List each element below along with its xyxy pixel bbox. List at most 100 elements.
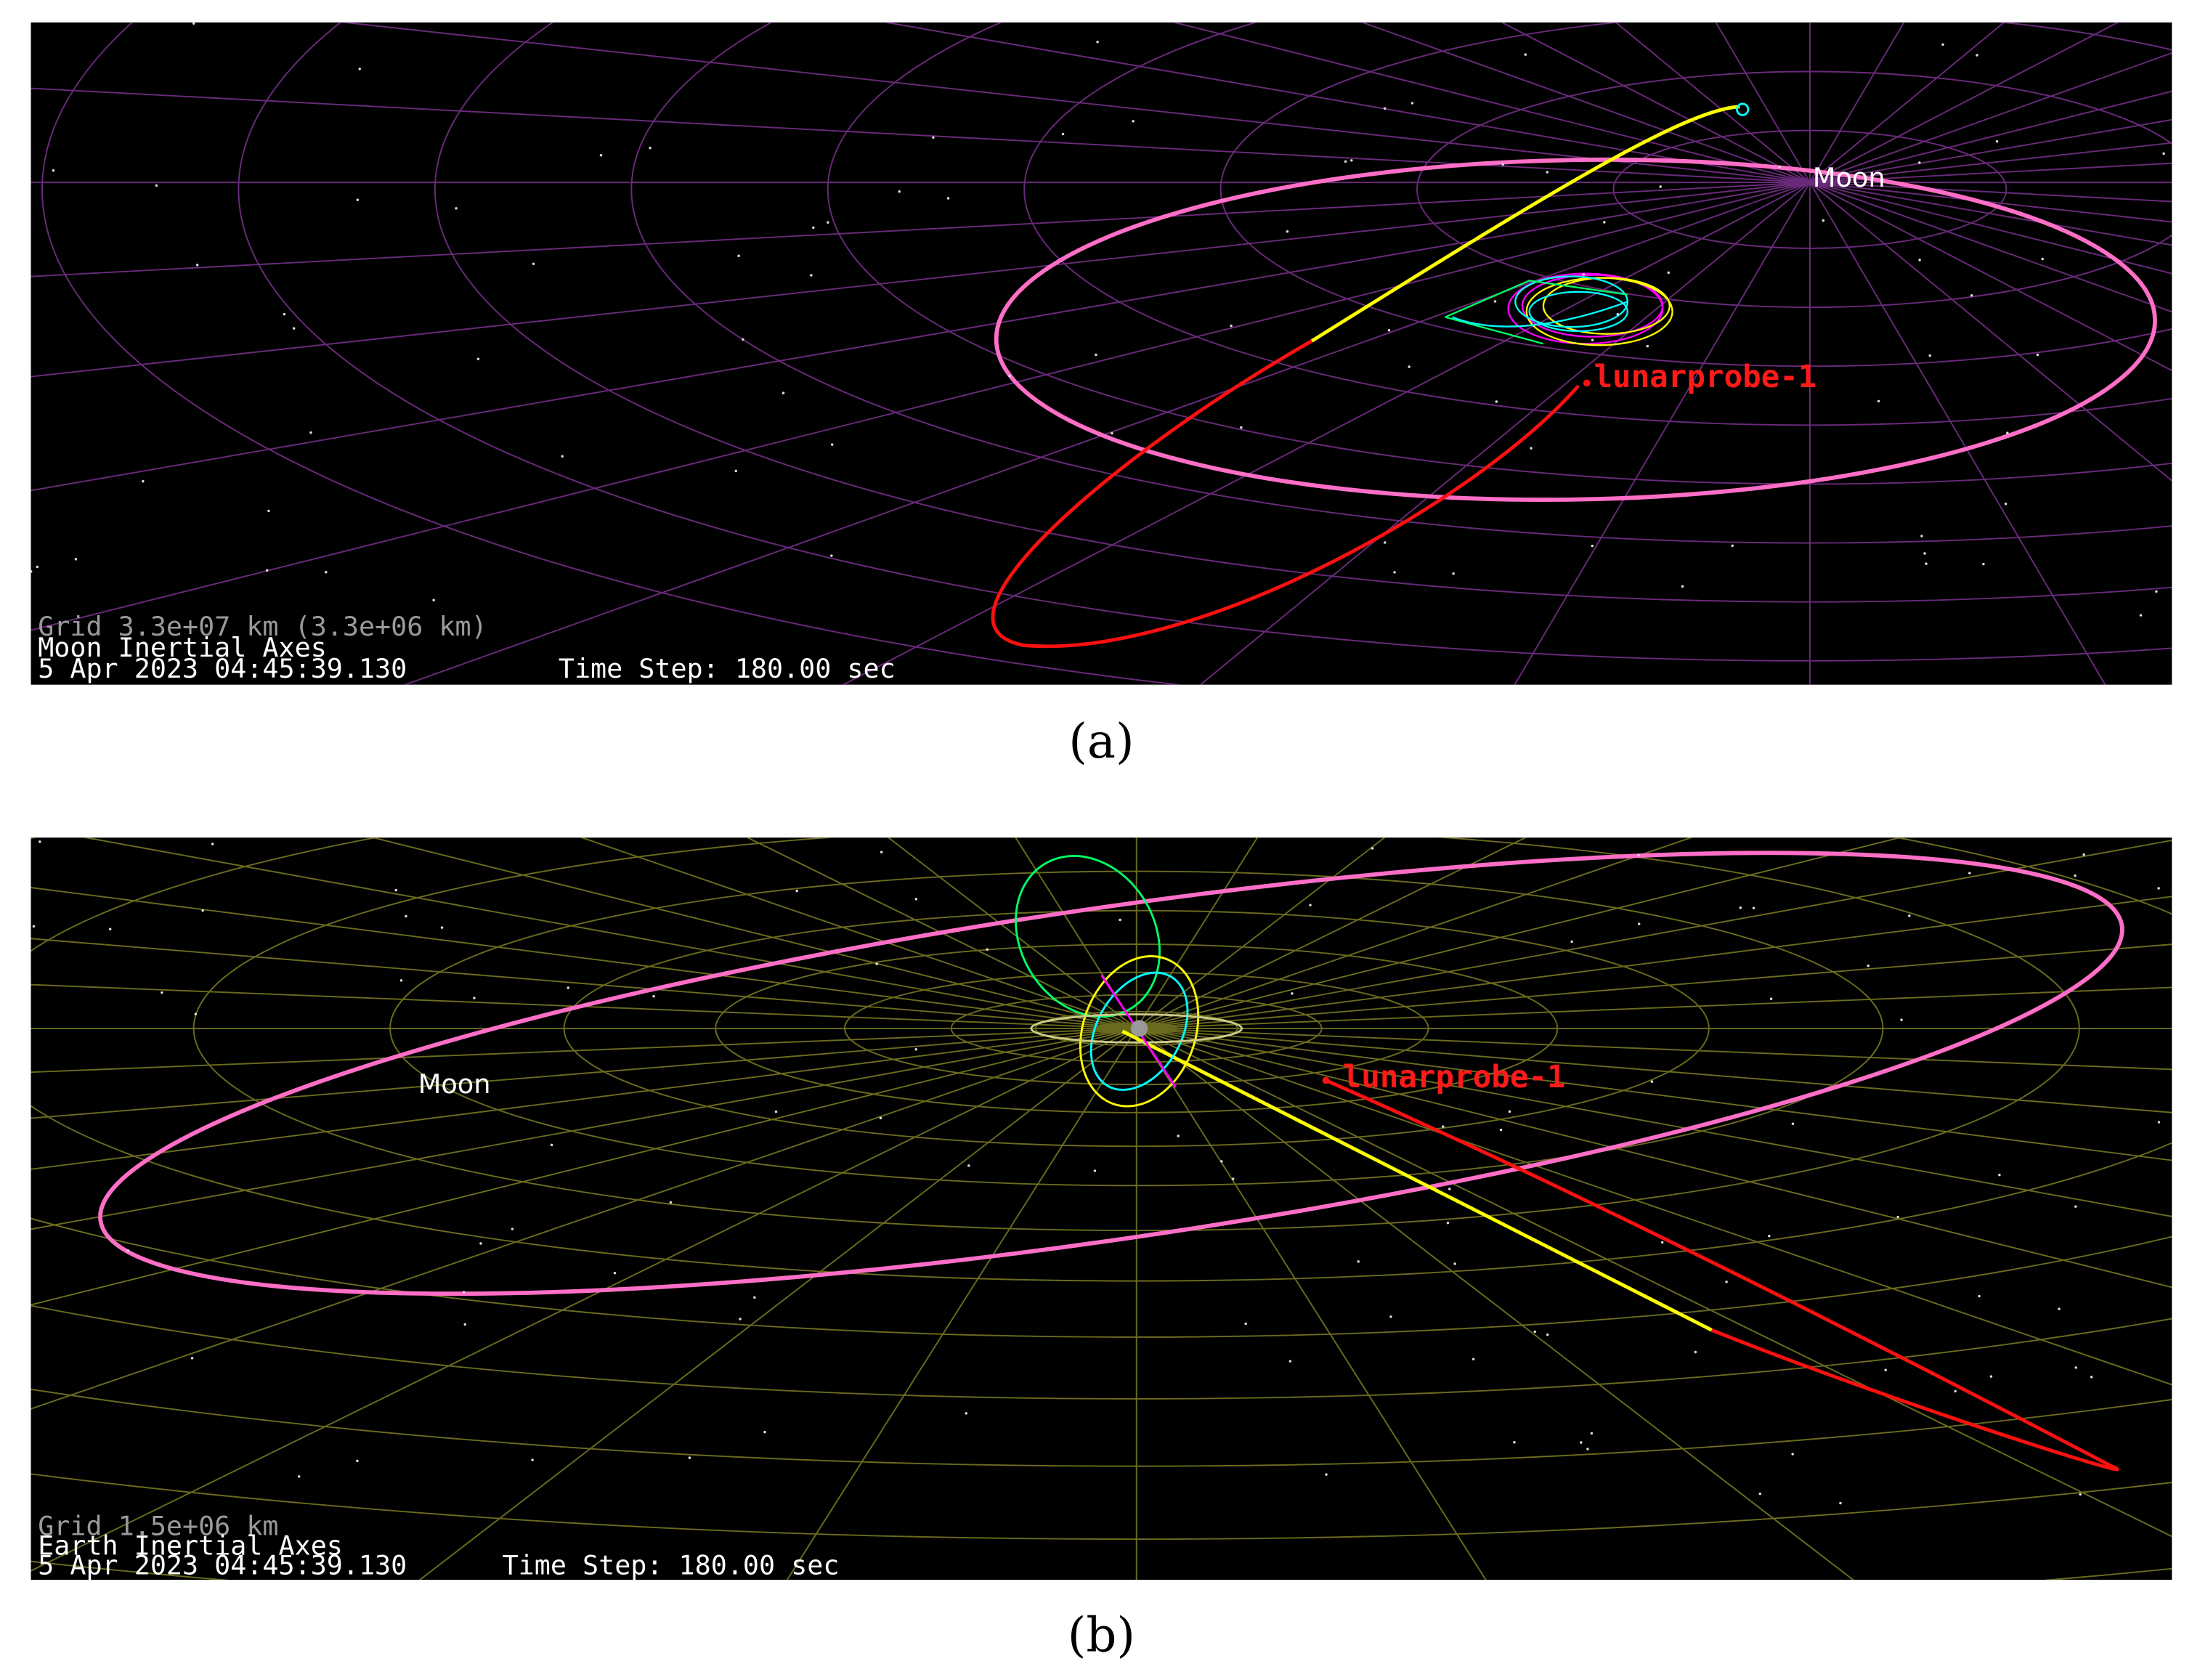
star <box>1533 1330 1537 1334</box>
star <box>1389 1315 1392 1318</box>
star <box>2082 853 2085 856</box>
star <box>32 925 36 928</box>
star <box>1008 374 1011 378</box>
grid-spoke <box>31 983 1137 1029</box>
star <box>753 1296 756 1299</box>
star <box>830 443 834 446</box>
star <box>1667 271 1670 275</box>
star <box>2079 1493 2082 1496</box>
star <box>283 312 286 316</box>
star <box>827 221 829 224</box>
star <box>734 469 738 473</box>
star <box>1499 1128 1503 1132</box>
star <box>142 479 145 483</box>
star <box>298 1475 301 1478</box>
star <box>649 147 652 150</box>
star <box>763 1430 766 1434</box>
star <box>965 1412 967 1415</box>
grid-spoke <box>1136 896 2172 1029</box>
grid-spoke <box>1136 837 1386 1029</box>
probe-label: lunarprobe-1 <box>1343 1060 1566 1095</box>
grid-spoke <box>1809 182 2172 313</box>
grid-spoke <box>1135 1028 1487 1580</box>
star <box>358 68 361 70</box>
star <box>1884 1368 1887 1372</box>
star <box>1586 1448 1589 1450</box>
star <box>192 22 195 25</box>
star <box>830 554 833 557</box>
star <box>1442 1125 1445 1128</box>
viewport-a <box>31 22 2172 685</box>
grid-spoke <box>370 837 1137 1029</box>
star <box>265 569 269 572</box>
star <box>1177 1135 1180 1137</box>
star <box>405 914 407 918</box>
star <box>932 136 935 139</box>
star <box>2058 1307 2061 1310</box>
star <box>195 264 199 267</box>
star <box>599 154 603 157</box>
star <box>1309 904 1312 906</box>
star <box>356 198 360 201</box>
moon-orbit <box>98 851 2124 1296</box>
star <box>462 1291 466 1294</box>
star <box>1982 562 1985 566</box>
star <box>1752 906 1755 909</box>
grid-spoke <box>1809 52 2172 184</box>
star <box>1970 294 1973 297</box>
star <box>2139 614 2143 617</box>
moon-orbit <box>994 157 2157 502</box>
grid-info: Grid 3.3e+07 km (3.3e+06 km) <box>38 611 487 642</box>
grid-spoke <box>841 182 1811 685</box>
star <box>1778 165 1781 169</box>
star <box>1739 906 1742 909</box>
time: 5 Apr 2023 04:45:39.130 <box>38 1549 407 1580</box>
star <box>1570 940 1573 944</box>
star <box>742 338 744 341</box>
star <box>1725 1281 1728 1283</box>
star <box>211 843 214 845</box>
star <box>1393 571 1396 574</box>
star <box>1822 219 1825 222</box>
star <box>1998 1173 2001 1177</box>
grid-spoke <box>31 182 1810 277</box>
star <box>309 431 312 434</box>
star <box>1093 1169 1097 1172</box>
star <box>1923 552 1926 555</box>
star <box>1448 1188 1451 1190</box>
star <box>511 1227 514 1230</box>
grid-spoke <box>1809 22 2005 183</box>
star <box>567 986 569 989</box>
grid-spoke <box>1136 1027 2172 1113</box>
star <box>440 926 444 929</box>
grid-spoke <box>1809 182 2172 372</box>
viewport-b <box>31 837 2172 1580</box>
star <box>613 1271 617 1275</box>
grid-spoke <box>1360 22 1811 184</box>
trajectory-red <box>991 339 1580 649</box>
axes-info: Earth Inertial Axes <box>38 1530 343 1561</box>
star <box>880 851 883 853</box>
star <box>476 357 480 361</box>
star <box>1111 431 1113 435</box>
star <box>473 997 476 999</box>
star <box>1917 161 1921 164</box>
star <box>1791 1122 1795 1125</box>
probe-marker <box>1583 379 1591 387</box>
grid-spoke <box>31 182 1811 492</box>
grid-spoke <box>81 837 1137 1029</box>
star <box>688 1456 691 1459</box>
star <box>914 898 918 901</box>
star <box>1920 535 1923 537</box>
star <box>126 1249 130 1252</box>
star <box>1410 102 1414 105</box>
star <box>1928 354 1931 357</box>
star <box>394 888 397 892</box>
star <box>1546 1333 1549 1336</box>
star <box>194 1013 198 1015</box>
trajectory-red <box>1325 1079 2119 1472</box>
star <box>1546 171 1548 174</box>
star <box>1232 1177 1235 1180</box>
star <box>1291 992 1294 995</box>
star <box>1603 221 1606 224</box>
